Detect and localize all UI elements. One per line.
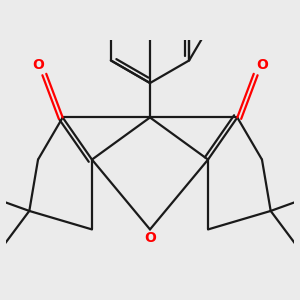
Text: O: O: [256, 58, 268, 72]
Text: O: O: [144, 232, 156, 245]
Text: O: O: [32, 58, 44, 72]
